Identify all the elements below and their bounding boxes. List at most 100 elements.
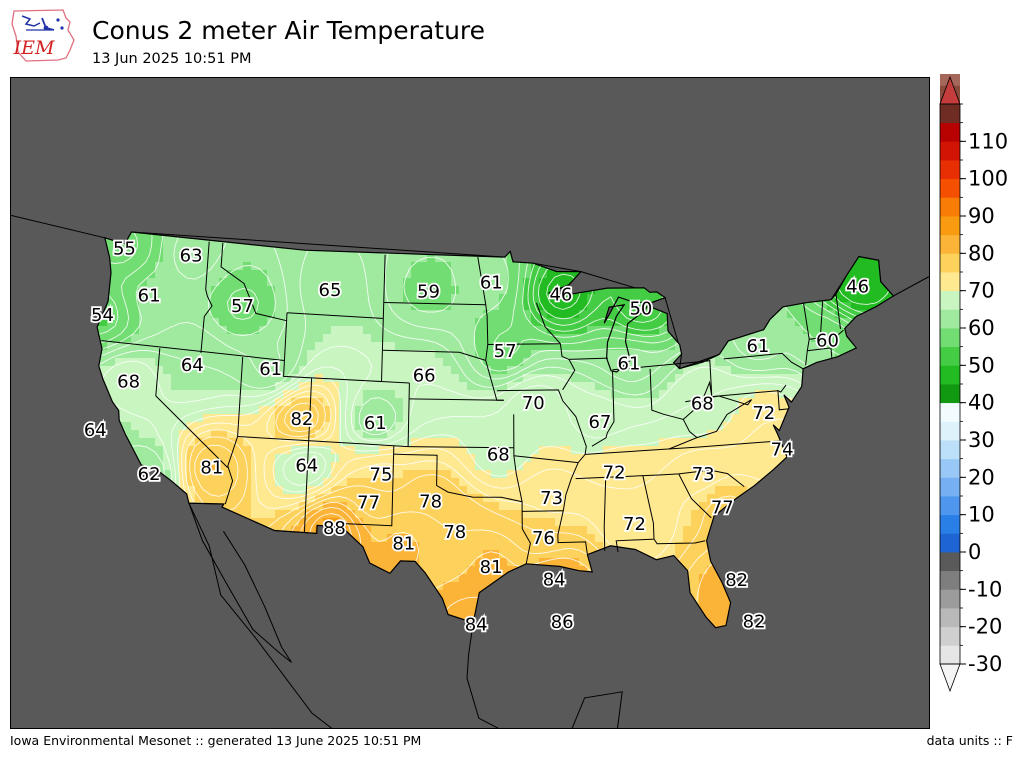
colorbar-swatch (940, 514, 960, 534)
temperature-label: 57 (231, 296, 254, 317)
colorbar-swatch (940, 402, 960, 422)
temperature-label: 82 (725, 570, 748, 591)
temperature-label: 54 (91, 305, 114, 326)
colorbar-swatch (940, 570, 960, 590)
colorbar-swatch (940, 440, 960, 460)
temperature-label: 72 (623, 514, 646, 535)
temperature-label: 70 (522, 393, 545, 414)
temperature-label: 68 (487, 444, 510, 465)
footer-units: data units :: F (926, 733, 1013, 748)
temperature-label: 66 (413, 366, 436, 387)
colorbar-tick-label: 60 (968, 316, 995, 340)
colorbar-swatch (940, 533, 960, 553)
colorbar-swatch (940, 253, 960, 273)
temperature-label: 81 (392, 534, 415, 555)
temperature-label: 61 (138, 286, 161, 307)
colorbar-tick-label: 110 (968, 129, 1008, 153)
temperature-label: 82 (743, 612, 766, 633)
temperature-label: 84 (543, 569, 566, 590)
colorbar-swatch (940, 384, 960, 404)
temperature-label: 63 (180, 246, 203, 267)
colorbar-tick-label: 0 (968, 540, 981, 564)
colorbar-swatch (940, 160, 960, 180)
temperature-label: 67 (588, 412, 611, 433)
colorbar-swatch (940, 421, 960, 441)
colorbar-tick-label: 100 (968, 167, 1008, 191)
colorbar-swatch (940, 365, 960, 385)
temperature-label: 68 (691, 394, 714, 415)
colorbar-swatch (940, 496, 960, 516)
colorbar-swatch (940, 626, 960, 646)
temperature-label: 86 (551, 612, 574, 633)
logo-text: IEM (13, 37, 55, 59)
temperature-label: 64 (181, 355, 204, 376)
colorbar-swatch (940, 216, 960, 236)
temperature-label: 59 (417, 281, 440, 302)
map-title: Conus 2 meter Air Temperature (92, 16, 486, 45)
colorbar-swatch (940, 589, 960, 609)
temperature-label: 72 (603, 463, 626, 484)
colorbar-tick-label: 80 (968, 241, 995, 265)
temperature-label: 81 (480, 557, 503, 578)
temperature-label: 68 (117, 371, 140, 392)
colorbar-swatch (940, 272, 960, 292)
colorbar-swatch (940, 104, 960, 124)
colorbar-tick-label: 10 (968, 503, 995, 527)
temperature-label: 64 (84, 420, 107, 441)
temperature-label: 78 (419, 491, 442, 512)
temperature-label: 73 (540, 488, 563, 509)
colorbar-tick-label: 30 (968, 428, 995, 452)
colorbar-swatch (940, 234, 960, 254)
temperature-label: 81 (200, 458, 223, 479)
temperature-label: 75 (370, 464, 393, 485)
colorbar-swatch (940, 552, 960, 572)
temperature-label: 61 (746, 336, 769, 357)
colorbar-tick-label: 40 (968, 391, 995, 415)
temperature-label: 77 (711, 498, 734, 519)
temperature-label: 55 (113, 239, 136, 260)
temperature-label: 84 (465, 614, 488, 635)
temperature-label: 62 (138, 464, 161, 485)
colorbar-min-arrow (939, 663, 961, 693)
colorbar-tick-label: -10 (968, 577, 1002, 601)
temperature-label: 65 (319, 280, 342, 301)
temperature-label: 46 (846, 277, 869, 298)
temperature-label: 74 (771, 440, 794, 461)
colorbar-swatch (940, 608, 960, 628)
footer-credit: Iowa Environmental Mesonet :: generated … (10, 733, 422, 748)
temperature-label: 73 (692, 464, 715, 485)
colorbar-swatch (940, 346, 960, 366)
temperature-map: 55 63 61 54 57 65 59 61 46 50 46 64 61 66 57 61 61 60 68 82… (10, 77, 930, 729)
colorbar-tick-label: -20 (968, 615, 1002, 639)
temperature-label: 61 (259, 359, 282, 380)
colorbar-swatch (940, 197, 960, 217)
colorbar-swatch (940, 290, 960, 310)
state-border-layer (96, 231, 895, 629)
colorbar-swatch (940, 328, 960, 348)
temperature-label: 61 (364, 413, 387, 434)
temperature-label: 46 (549, 284, 572, 305)
temperature-label: 82 (290, 409, 313, 430)
colorbar-tick-label: 50 (968, 353, 995, 377)
temperature-label: 61 (480, 273, 503, 294)
colorbar-swatch (940, 458, 960, 478)
temperature-label: 78 (443, 522, 466, 543)
temperature-label: 61 (618, 354, 641, 375)
colorbar-swatch (940, 477, 960, 497)
temperature-label: 64 (295, 456, 318, 477)
iem-logo: IEM (11, 9, 75, 62)
temperature-label: 57 (494, 341, 517, 362)
colorbar-tick-label: 90 (968, 204, 995, 228)
temperature-label: 76 (532, 528, 555, 549)
colorbar-swatch (940, 645, 960, 665)
temperature-label: 77 (357, 493, 380, 514)
temperature-label: 50 (629, 299, 652, 320)
map-timestamp: 13 Jun 2025 10:51 PM (92, 51, 252, 67)
temperature-label: 72 (752, 403, 775, 424)
temperature-label-layer: 55 63 61 54 57 65 59 61 46 50 46 64 61 66 57 61 61 60 68 82… (82, 237, 871, 637)
colorbar-tick-label: 20 (968, 465, 995, 489)
colorbar-swatch (940, 309, 960, 329)
colorbar-tick-label: -30 (968, 652, 1002, 676)
colorbar-swatch (940, 122, 960, 142)
